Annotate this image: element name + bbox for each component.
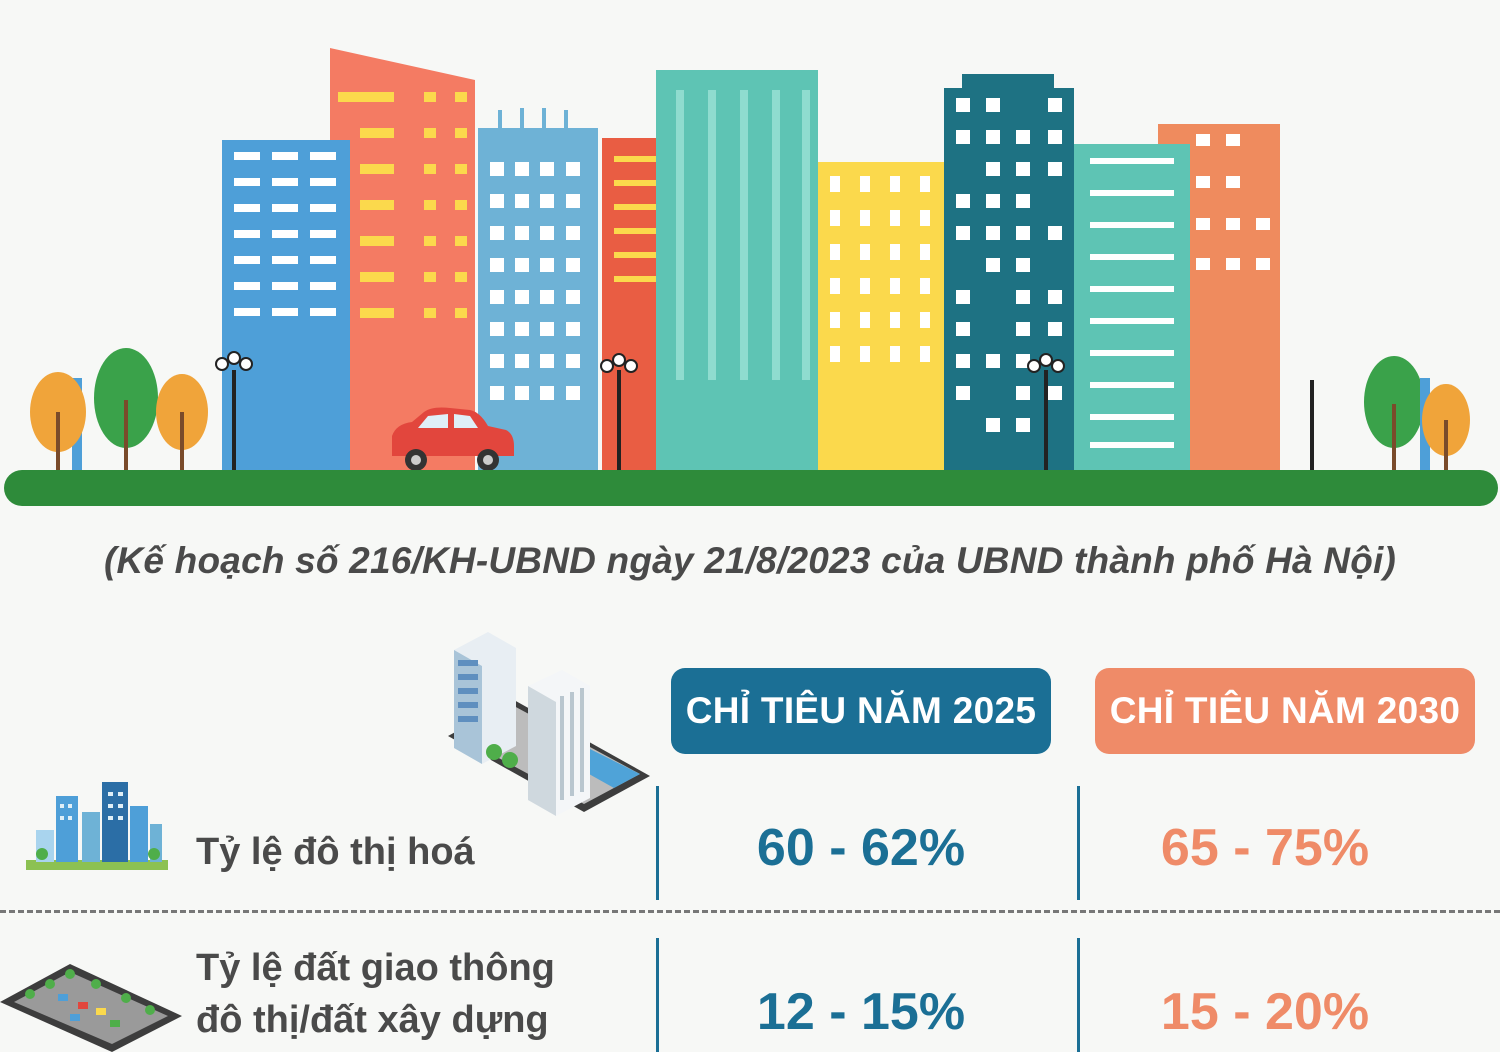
row-label-line1: Tỷ lệ đất giao thông bbox=[196, 947, 555, 989]
column-separator bbox=[1077, 786, 1080, 900]
value-2030: 65 - 75% bbox=[1160, 819, 1370, 877]
city-skyline-illustration bbox=[4, 48, 1498, 506]
value-2030: 15 - 20% bbox=[1160, 983, 1370, 1041]
row-divider bbox=[0, 910, 1500, 913]
office-buildings-icon bbox=[448, 632, 650, 816]
header-target-2025: CHỈ TIÊU NĂM 2025 bbox=[671, 668, 1051, 754]
row-label-line2: đô thị/đất xây dựng bbox=[196, 999, 549, 1041]
value-2025: 60 - 62% bbox=[756, 819, 966, 877]
row-label: Tỷ lệ đất giao thông đô thị/đất xây dựng bbox=[196, 942, 555, 1046]
city-icon bbox=[26, 782, 168, 870]
column-separator bbox=[1077, 938, 1080, 1052]
parking-lot-icon bbox=[0, 964, 182, 1052]
value-2025: 12 - 15% bbox=[756, 983, 966, 1041]
column-separator bbox=[656, 938, 659, 1052]
column-separator bbox=[656, 786, 659, 900]
car-icon bbox=[392, 407, 514, 471]
source-note: (Kế hoạch số 216/KH-UBND ngày 21/8/2023 … bbox=[103, 540, 1396, 581]
row-label: Tỷ lệ đô thị hoá bbox=[196, 831, 475, 873]
header-target-2030: CHỈ TIÊU NĂM 2030 bbox=[1095, 668, 1475, 754]
